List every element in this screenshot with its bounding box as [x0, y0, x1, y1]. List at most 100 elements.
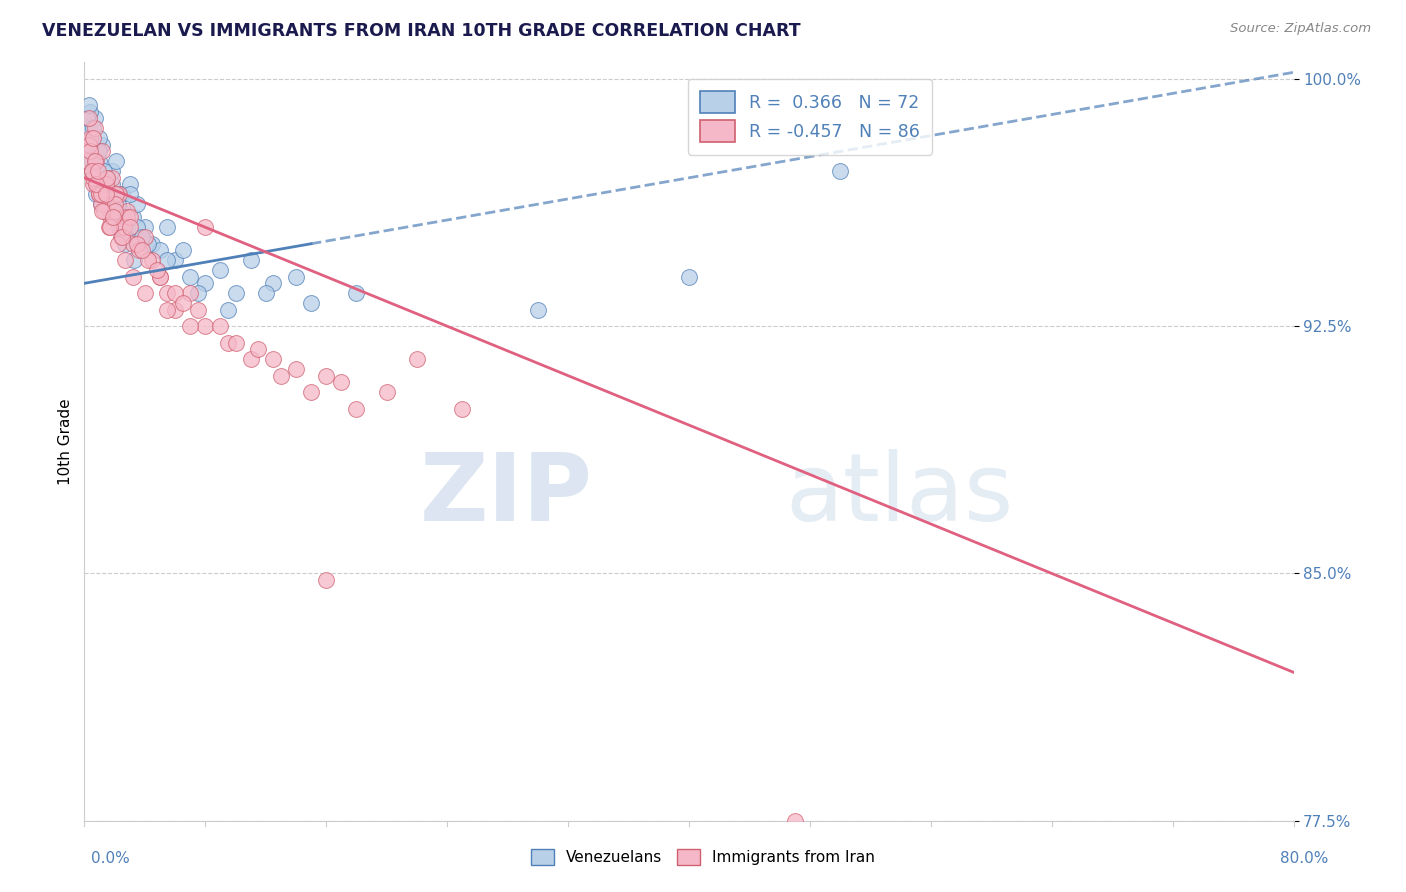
Point [91, 137, 114, 152]
Point [149, 244, 172, 258]
Point [94, 170, 117, 185]
Point [87, 164, 110, 178]
Text: atlas: atlas [786, 449, 1014, 541]
Point [239, 352, 262, 367]
Point [114, 230, 136, 244]
Point [127, 220, 149, 235]
Point [134, 220, 156, 235]
Y-axis label: 10th Grade: 10th Grade [58, 398, 73, 485]
Point [262, 352, 284, 367]
Point [112, 211, 135, 225]
Point [101, 203, 124, 218]
Point [82, 170, 104, 185]
Point [239, 253, 262, 268]
Text: Source: ZipAtlas.com: Source: ZipAtlas.com [1230, 22, 1371, 36]
Point [254, 286, 277, 301]
Point [90, 187, 112, 202]
Point [179, 319, 201, 334]
Point [299, 385, 322, 400]
Point [527, 302, 550, 317]
Point [209, 319, 232, 334]
Point [82, 131, 104, 145]
Point [678, 269, 700, 284]
Text: ZIP: ZIP [419, 449, 592, 541]
Point [111, 220, 134, 235]
Point [172, 244, 194, 258]
Point [217, 302, 239, 317]
Point [451, 401, 474, 416]
Point [262, 277, 284, 291]
Point [247, 343, 270, 357]
Point [86, 178, 108, 192]
Point [77, 121, 100, 136]
Point [108, 187, 131, 202]
Point [121, 236, 143, 251]
Point [406, 352, 429, 367]
Point [96, 170, 118, 185]
Point [115, 220, 138, 235]
Point [91, 203, 114, 218]
Point [90, 187, 112, 202]
Point [315, 573, 337, 587]
Point [84, 112, 107, 126]
Point [94, 187, 117, 202]
Point [96, 170, 118, 185]
Point [77, 112, 100, 126]
Point [97, 220, 120, 235]
Point [146, 263, 169, 277]
Point [82, 121, 104, 136]
Point [107, 236, 129, 251]
Point [179, 286, 201, 301]
Point [346, 286, 368, 301]
Point [87, 178, 110, 192]
Point [149, 269, 172, 284]
Legend: Venezuelans, Immigrants from Iran: Venezuelans, Immigrants from Iran [524, 843, 882, 871]
Point [165, 302, 187, 317]
Point [156, 286, 179, 301]
Point [79, 104, 101, 119]
Point [122, 253, 145, 268]
Point [89, 131, 111, 145]
Point [156, 220, 179, 235]
Point [111, 230, 134, 244]
Point [79, 131, 101, 145]
Point [104, 203, 127, 218]
Point [104, 211, 127, 225]
Point [79, 145, 101, 159]
Point [110, 230, 132, 244]
Text: 80.0%: 80.0% [1281, 852, 1329, 866]
Point [194, 319, 217, 334]
Point [134, 286, 156, 301]
Point [101, 211, 124, 225]
Point [346, 401, 368, 416]
Point [131, 244, 153, 258]
Point [375, 385, 398, 400]
Point [76, 154, 98, 169]
Point [225, 286, 247, 301]
Point [783, 814, 806, 828]
Point [187, 302, 209, 317]
Point [128, 244, 150, 258]
Point [89, 154, 111, 169]
Point [121, 211, 143, 225]
Point [94, 178, 117, 192]
Point [80, 154, 103, 169]
Point [80, 164, 103, 178]
Point [149, 269, 172, 284]
Point [80, 164, 103, 178]
Point [82, 178, 104, 192]
Point [89, 145, 111, 159]
Point [172, 296, 194, 310]
Point [112, 220, 135, 235]
Point [194, 277, 217, 291]
Point [115, 203, 138, 218]
Point [217, 335, 239, 350]
Point [118, 220, 141, 235]
Point [100, 164, 122, 178]
Point [87, 145, 110, 159]
Point [179, 269, 201, 284]
Point [77, 98, 100, 112]
Point [118, 211, 141, 225]
Point [330, 375, 353, 389]
Point [156, 302, 179, 317]
